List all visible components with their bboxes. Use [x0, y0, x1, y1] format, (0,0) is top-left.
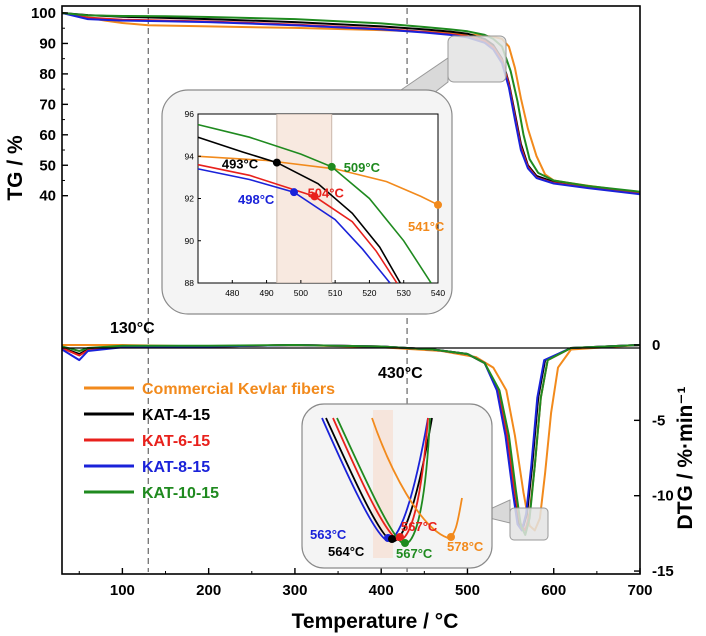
tg-inset-point [290, 188, 298, 197]
dtg-zoom-pointer [475, 499, 511, 524]
dtg-ytick-label: -5 [652, 412, 665, 429]
xtick-label: 100 [110, 582, 135, 599]
tg-inset-xtick-label: 540 [431, 288, 445, 298]
tg-ytick-label: 80 [39, 66, 56, 83]
dtg-inset-point-label: 578°C [447, 539, 484, 554]
tg-inset-xtick-label: 490 [259, 288, 273, 298]
tg-ytick-label: 100 [31, 5, 56, 22]
xtick-label: 400 [369, 582, 394, 599]
annotation-430c: 430°C [378, 365, 423, 382]
tg-ytick-label: 70 [39, 96, 56, 113]
dtg-inset-point [396, 533, 404, 541]
tg-axis-title: TG / % [4, 135, 27, 201]
tg-inset-point [327, 162, 336, 171]
dtg-curves [62, 344, 640, 536]
tg-inset-ytick-label: 88 [185, 278, 195, 288]
tg-ytick-label: 90 [39, 35, 56, 52]
legend-label: KAT-8-15 [142, 459, 210, 476]
x-axis-title: Temperature / °C [292, 610, 459, 633]
dtg-inset-point-label: 567°C [396, 546, 433, 561]
legend-label: KAT-6-15 [142, 433, 210, 450]
tg-inset-line-kat-4-15 [197, 136, 401, 283]
tg-inset-xtick-label: 500 [294, 288, 308, 298]
dtg-inset-highlight-band [373, 410, 393, 558]
xtick-label: 600 [541, 582, 566, 599]
axis-labels: Temperature / °C TG / % DTG / %·min⁻¹ [4, 135, 697, 633]
plot-frame [61, 5, 641, 575]
tg-inset-xtick-label: 520 [362, 288, 376, 298]
tg-inset-point-label: 504°C [308, 185, 345, 200]
dtg-zoom-box [509, 507, 549, 541]
dtg-inset-line-commercial-kevlar [371, 417, 463, 539]
dtg-inset-point [447, 533, 455, 541]
tg-ytick-label: 40 [39, 188, 56, 205]
tg-inset-ytick-label: 94 [185, 151, 195, 161]
xtick-label: 700 [627, 582, 652, 599]
tg-inset-xtick-label: 480 [225, 288, 239, 298]
tg-inset-ytick-label: 92 [185, 194, 195, 204]
tg-inset-ytick-label: 96 [185, 109, 195, 119]
tg-inset-point-label: 541°C [408, 219, 445, 234]
tg-inset-point [272, 158, 281, 167]
tg-zoom-box [447, 35, 507, 83]
annotation-130c: 130°C [110, 320, 155, 337]
dtg-axis-title: DTG / %·min⁻¹ [674, 387, 697, 530]
annotations: 130°C 430°C [110, 320, 423, 382]
dtg-inset-point-label: 567°C [401, 519, 438, 534]
xtick-label: 500 [455, 582, 480, 599]
tg-inset-point-label: 493°C [222, 157, 259, 172]
xtick-label: 300 [282, 582, 307, 599]
tg-inset-point-label: 509°C [344, 160, 381, 175]
tg-inset: 480 490 500 510 520 530 540 88 90 92 94 96 493°C 509°… [185, 109, 446, 298]
dtg-inset-point-label: 563°C [310, 527, 347, 542]
dtg-ytick-label: 0 [652, 337, 660, 354]
tg-inset-line-kat-8-15 [197, 168, 391, 283]
legend-label: KAT-4-15 [142, 407, 210, 424]
tg-inset-xtick-label: 530 [397, 288, 411, 298]
tg-inset-point [310, 192, 319, 201]
tg-inset-xtick-label: 510 [328, 288, 342, 298]
dtg-ytick-label: -15 [652, 563, 674, 580]
legend-label: Commercial Kevlar fibers [142, 381, 335, 398]
tg-inset-point-label: 498°C [238, 192, 275, 207]
legend-label: KAT-10-15 [142, 485, 219, 502]
tg-ytick-label: 50 [39, 157, 56, 174]
tg-line-kat-10-15 [62, 12, 640, 193]
tg-inset-point [434, 200, 442, 209]
dtg-inset-point-label: 564°C [328, 544, 365, 559]
dtg-inset: 563°C 564°C 567°C 567°C 578°C [310, 410, 484, 561]
dtg-inset-point [388, 535, 396, 543]
xtick-label: 200 [196, 582, 221, 599]
legend: Commercial Kevlar fibers KAT-4-15 KAT-6-15… [84, 381, 335, 502]
tg-inset-ytick-label: 90 [185, 236, 195, 246]
tg-ytick-label: 60 [39, 127, 56, 144]
dtg-line-kat-8-15 [62, 344, 640, 532]
tg-inset-line-commercial-kevlar [197, 155, 439, 206]
dtg-line-kat-10-15 [62, 344, 640, 536]
tg-inset-line-kat-6-15 [197, 163, 398, 283]
dtg-inset-point [401, 539, 409, 547]
axes: 40 50 60 70 80 90 100 0 -5 -10 -15 100 200 300 400 500 6… [31, 5, 674, 599]
dtg-ytick-label: -10 [652, 488, 674, 505]
